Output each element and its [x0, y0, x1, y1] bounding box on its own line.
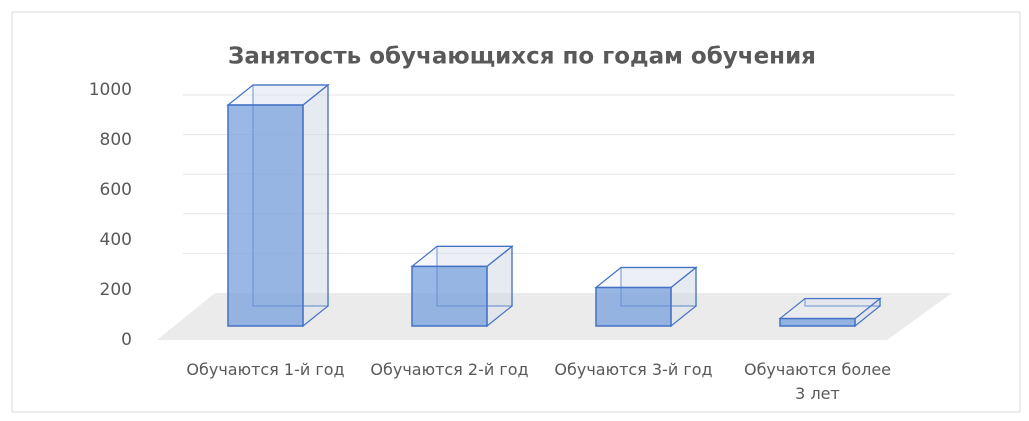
bar — [778, 297, 882, 328]
bar-front — [595, 286, 672, 327]
bar — [594, 266, 698, 328]
y-tick-label: 1000 — [89, 80, 132, 100]
bar-side — [302, 83, 329, 328]
y-tick-label: 400 — [100, 230, 132, 250]
bar-front — [411, 265, 488, 327]
y-tick-label: 0 — [121, 330, 132, 350]
y-tick-label: 800 — [100, 130, 132, 150]
x-tick-label: Обучаются более 3 лет — [743, 360, 892, 403]
chart-border — [11, 11, 1021, 413]
x-tick-label: Обучаются 3-й год — [554, 360, 713, 379]
y-tick-label: 200 — [100, 280, 132, 300]
floor — [157, 293, 952, 340]
bar-front — [779, 317, 856, 327]
bar — [410, 245, 514, 328]
y-tick-label: 600 — [100, 180, 132, 200]
x-tick-label: Обучаются 2-й год — [370, 360, 529, 379]
chart-title: Занятость обучающихся по годам обучения — [228, 44, 816, 70]
x-tick-label: Обучаются 1-й год — [186, 360, 345, 379]
bar — [226, 83, 330, 328]
bar-front — [227, 104, 304, 327]
